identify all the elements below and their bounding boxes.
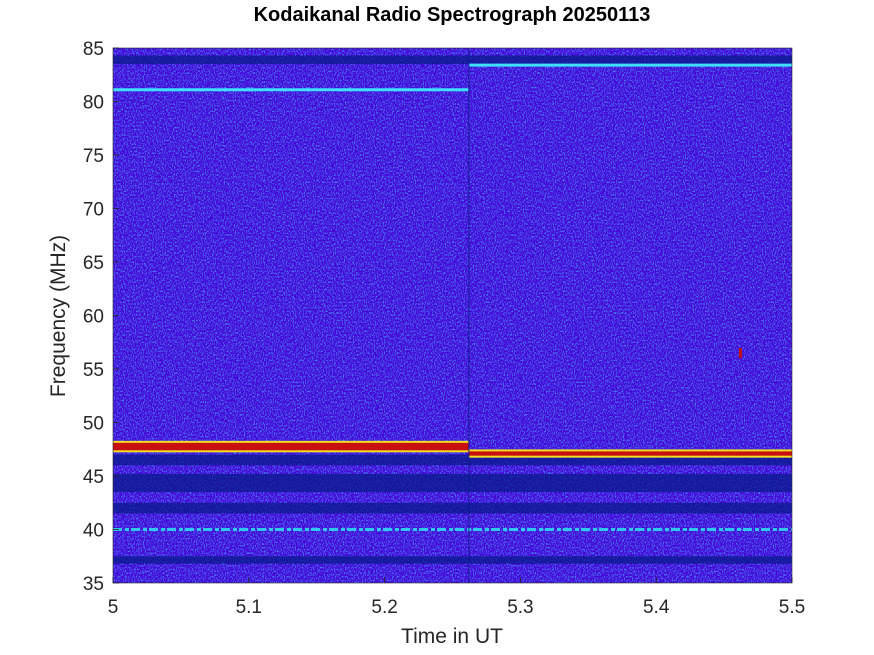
dark-band-4 <box>113 556 792 564</box>
x-axis-label: Time in UT <box>401 625 503 648</box>
dark-band-1 <box>113 454 792 466</box>
spectral-features <box>113 48 792 583</box>
y-tick-label-10: 85 <box>83 39 104 60</box>
y-tick-label-3: 50 <box>83 414 104 435</box>
x-tick-label-1: 5.1 <box>236 597 262 618</box>
y-tick-label-4: 55 <box>83 360 104 381</box>
y-axis-ticks: 35 40 45 50 55 60 65 70 75 80 85 <box>83 39 119 595</box>
y-axis-label: Frequency (MHz) <box>47 235 70 397</box>
band-core-2 <box>113 442 469 451</box>
y-tick-label-0: 35 <box>83 574 104 595</box>
y-tick-label-1: 40 <box>83 521 104 542</box>
x-axis-ticks: 5 5.1 5.2 5.3 5.4 5.5 <box>108 577 805 618</box>
y-tick-label-6: 65 <box>83 253 104 274</box>
burst-spot-5 <box>738 347 742 358</box>
y-tick-label-5: 60 <box>83 307 104 328</box>
y-tick-label-8: 75 <box>83 146 104 167</box>
spectrogram-noise <box>113 48 792 583</box>
dark-bands <box>113 55 792 564</box>
dark-band-3 <box>113 502 792 514</box>
plot-area <box>112 47 793 584</box>
band-core-3 <box>468 451 792 456</box>
x-tick-label-3: 5.3 <box>507 597 533 618</box>
dark-band-0 <box>113 55 792 65</box>
x-tick-label-2: 5.2 <box>371 597 397 618</box>
y-tick-label-7: 70 <box>83 200 104 221</box>
x-tick-label-4: 5.4 <box>643 597 670 618</box>
x-tick-label-5: 5.5 <box>779 597 805 618</box>
dark-band-2 <box>113 473 792 493</box>
chart-title: Kodaikanal Radio Spectrograph 20250113 <box>254 4 651 26</box>
y-tick-label-2: 45 <box>83 467 104 488</box>
x-tick-label-0: 5 <box>108 597 119 618</box>
y-tick-label-9: 80 <box>83 93 104 114</box>
